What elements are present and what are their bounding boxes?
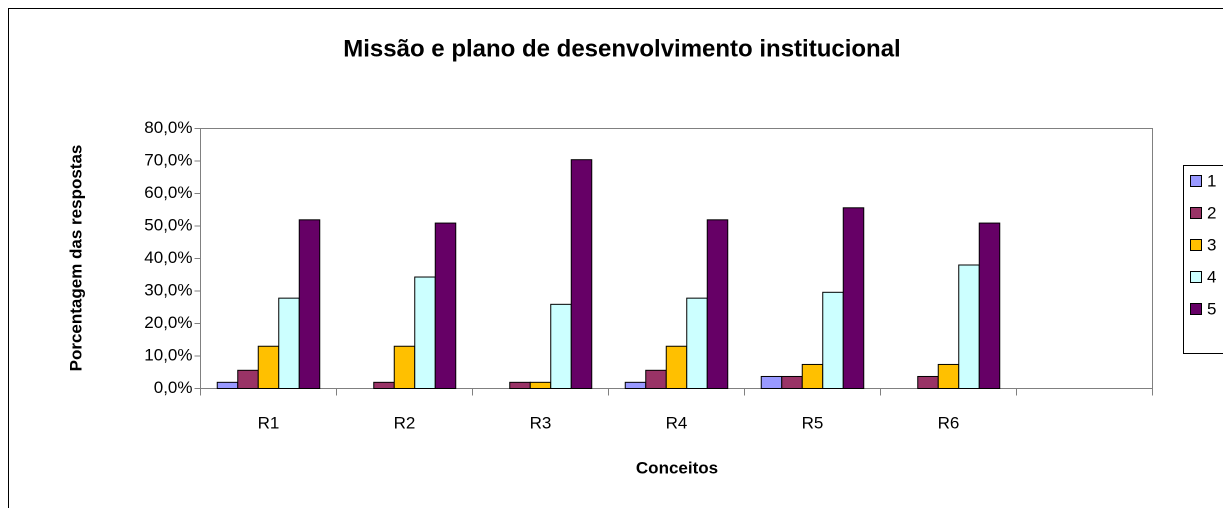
legend-label: 1 — [1207, 171, 1216, 190]
bar — [624, 381, 647, 390]
bar — [298, 219, 321, 389]
y-tick-label: 40,0% — [144, 248, 192, 267]
y-tick-label: 30,0% — [144, 280, 192, 299]
bar — [393, 345, 416, 389]
y-tick-label: 70,0% — [144, 150, 192, 169]
legend-label: 5 — [1207, 299, 1216, 318]
bar — [529, 381, 552, 390]
y-tick-label: 80,0% — [144, 118, 192, 137]
bar — [414, 276, 436, 389]
bar — [509, 381, 531, 390]
legend-box — [1183, 165, 1223, 354]
bar — [781, 375, 803, 390]
y-tick-label: 0,0% — [154, 378, 193, 397]
y-tick-label: 60,0% — [144, 183, 192, 202]
legend-label: 2 — [1207, 203, 1216, 222]
bar — [550, 303, 572, 390]
x-tick-label: R4 — [666, 413, 688, 432]
x-tick-label: R6 — [938, 413, 960, 432]
bar — [937, 363, 960, 390]
bar — [686, 297, 708, 389]
bar — [978, 222, 1001, 389]
x-tick-label: R5 — [802, 413, 824, 432]
bar — [801, 363, 824, 390]
y-tick-label: 20,0% — [144, 313, 192, 332]
x-tick-label: R3 — [530, 413, 552, 432]
y-tick-label: 50,0% — [144, 215, 192, 234]
x-axis-label: Conceitos — [636, 458, 718, 477]
legend-swatch — [1190, 239, 1202, 251]
bar — [434, 222, 457, 389]
bar — [917, 375, 939, 390]
bar — [706, 219, 729, 389]
bar — [373, 381, 395, 390]
legend-swatch — [1190, 175, 1202, 187]
x-tick-label: R1 — [258, 413, 280, 432]
y-axis-label: Porcentagem das respostas — [66, 144, 86, 372]
bar — [645, 369, 667, 389]
bar — [216, 381, 239, 390]
bar — [570, 159, 593, 389]
chart-border — [8, 8, 1223, 508]
legend-swatch — [1190, 207, 1202, 219]
bar — [237, 369, 259, 389]
legend-label: 3 — [1207, 235, 1216, 254]
bar — [760, 375, 783, 390]
chart-title: Missão e plano de desenvolvimento instit… — [343, 35, 900, 62]
x-tick-label: R2 — [394, 413, 416, 432]
bar — [822, 291, 844, 389]
legend-swatch — [1190, 303, 1202, 315]
legend-label: 4 — [1207, 267, 1216, 286]
bar — [257, 345, 280, 389]
y-tick-label: 10,0% — [144, 345, 192, 364]
bar — [665, 345, 688, 389]
bar — [842, 207, 865, 389]
legend-swatch — [1190, 271, 1202, 283]
bar — [958, 264, 980, 389]
bar — [278, 297, 300, 389]
